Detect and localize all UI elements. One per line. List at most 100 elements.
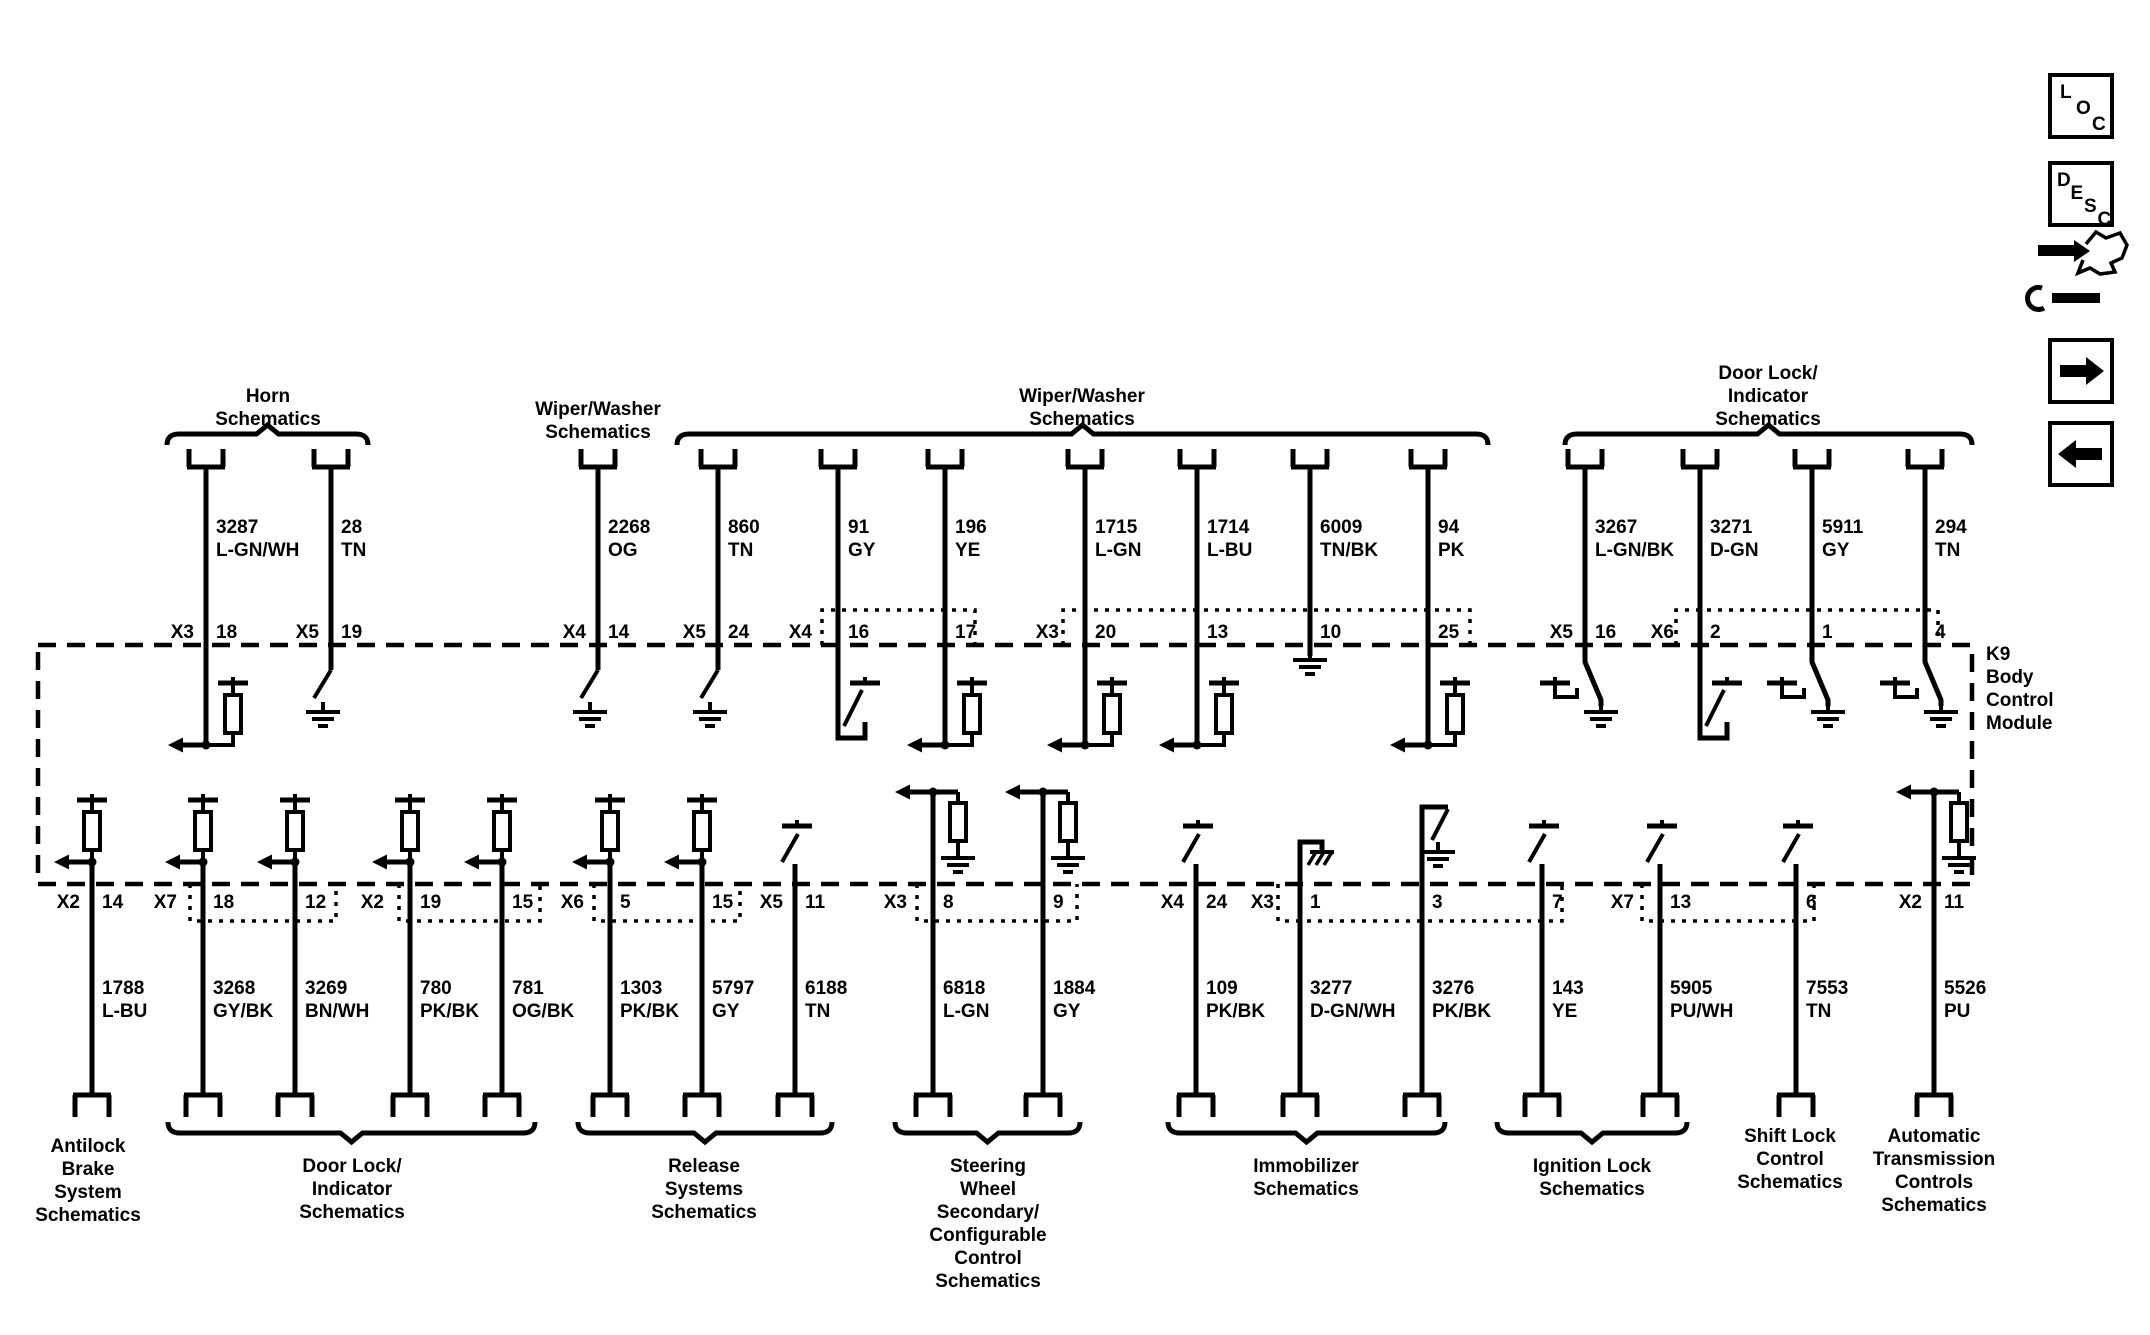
resistor-icon <box>223 693 243 735</box>
resistor-icon <box>285 810 305 852</box>
supply-bar-icon <box>1097 677 1127 686</box>
group-label-line: Release <box>668 1156 740 1177</box>
connector-id-label: X6 <box>561 892 584 913</box>
group-label-line: Schematics <box>35 1205 141 1226</box>
group-label-line: Schematics <box>1253 1179 1359 1200</box>
inline-connector-icon <box>1680 449 1720 470</box>
desc-letter: S <box>2084 196 2097 217</box>
ground-symbol-icon <box>573 702 607 728</box>
pointer-head <box>2074 240 2090 262</box>
circuit-number-label: 91 <box>848 517 870 538</box>
supply-bar-icon <box>395 794 425 803</box>
switch-blade-icon <box>1781 833 1801 863</box>
resistor-icon <box>600 810 620 852</box>
connector-dotted-box <box>592 884 742 923</box>
pin-number-label: 25 <box>1438 622 1460 643</box>
connector-id-label: X2 <box>57 892 80 913</box>
pin-number-label: 17 <box>955 622 976 643</box>
supply-bar-icon <box>77 794 107 803</box>
wire-color-label: GY/BK <box>213 1001 273 1022</box>
connector-id-label: X3 <box>1251 892 1274 913</box>
pin-number-label: 16 <box>1595 622 1616 643</box>
connector-id-label: X2 <box>1899 892 1922 913</box>
group-label-line: Indicator <box>312 1179 393 1200</box>
pin-number-label: 7 <box>1552 892 1563 913</box>
circuit-number-label: 780 <box>420 978 452 999</box>
inline-connector-icon <box>1776 1092 1816 1117</box>
supply-bar-icon <box>595 794 625 803</box>
circuit-number-label: 3267 <box>1595 517 1637 538</box>
chassis-ground-icon <box>1306 850 1334 866</box>
circuit-number-label: 1788 <box>102 978 144 999</box>
inline-connector-icon <box>275 1092 315 1117</box>
switch-blade-icon <box>1527 833 1547 863</box>
group-brace <box>165 1121 538 1146</box>
wire-color-label: L-BU <box>102 1001 147 1022</box>
group-label-line: Schematics <box>935 1271 1041 1292</box>
connector-id-label: X4 <box>563 622 587 643</box>
inline-connector-icon <box>682 1092 722 1117</box>
inline-connector-icon <box>1792 449 1832 470</box>
group-brace <box>674 421 1491 446</box>
group-label-line: System <box>54 1182 122 1203</box>
signal-arrow-icon <box>895 784 910 800</box>
inline-connector-icon <box>1914 1092 1954 1117</box>
group-label-line: Schematics <box>651 1202 757 1223</box>
back-button[interactable] <box>2048 421 2114 487</box>
next-button[interactable] <box>2048 338 2114 404</box>
loc-button[interactable]: LOC <box>2048 73 2114 139</box>
group-label-line: Indicator <box>1728 386 1809 407</box>
group-label-line: Configurable <box>929 1225 1046 1246</box>
pin-number-label: 8 <box>943 892 954 913</box>
circuit-number-label: 94 <box>1438 517 1460 538</box>
wire-color-label: PK <box>1438 540 1465 561</box>
inline-connector-icon <box>1402 1092 1442 1117</box>
circuit-number-label: 781 <box>512 978 544 999</box>
pin-number-label: 16 <box>848 622 869 643</box>
supply-bar-icon <box>1647 820 1677 829</box>
module-label-line: Module <box>1986 713 2053 734</box>
inline-connector-icon <box>1408 449 1448 470</box>
supply-bar-icon <box>1880 677 1910 686</box>
supply-bar-icon <box>1540 677 1570 686</box>
circuit-number-label: 5905 <box>1670 978 1713 999</box>
signal-arrow-icon <box>1896 784 1911 800</box>
circuit-number-label: 5797 <box>712 978 754 999</box>
signal-arrow-icon <box>664 854 679 870</box>
resistor-icon <box>193 810 213 852</box>
supply-bar-icon <box>487 794 517 803</box>
pin-number-label: 19 <box>341 622 362 643</box>
connector-id-label: X3 <box>171 622 194 643</box>
resistor-icon <box>1445 693 1465 735</box>
ground-symbol-icon <box>693 702 727 728</box>
inline-connector-icon <box>1176 1092 1216 1117</box>
circuit-number-label: 1884 <box>1053 978 1096 999</box>
circuit-number-label: 3276 <box>1432 978 1474 999</box>
resistor-icon <box>1949 801 1969 843</box>
circuit-number-label: 294 <box>1935 517 1967 538</box>
pin-number-label: 18 <box>216 622 237 643</box>
wire-color-label: YE <box>1552 1001 1577 1022</box>
hotspot-pointer-icon[interactable] <box>2025 229 2129 312</box>
resistor-icon <box>962 693 982 735</box>
connector-id-label: X3 <box>1036 622 1059 643</box>
connector-id-label: X5 <box>296 622 320 643</box>
hotspot-region-outline <box>2074 229 2129 277</box>
desc-button-frame <box>2048 161 2114 227</box>
switch-blade-icon <box>780 833 800 863</box>
